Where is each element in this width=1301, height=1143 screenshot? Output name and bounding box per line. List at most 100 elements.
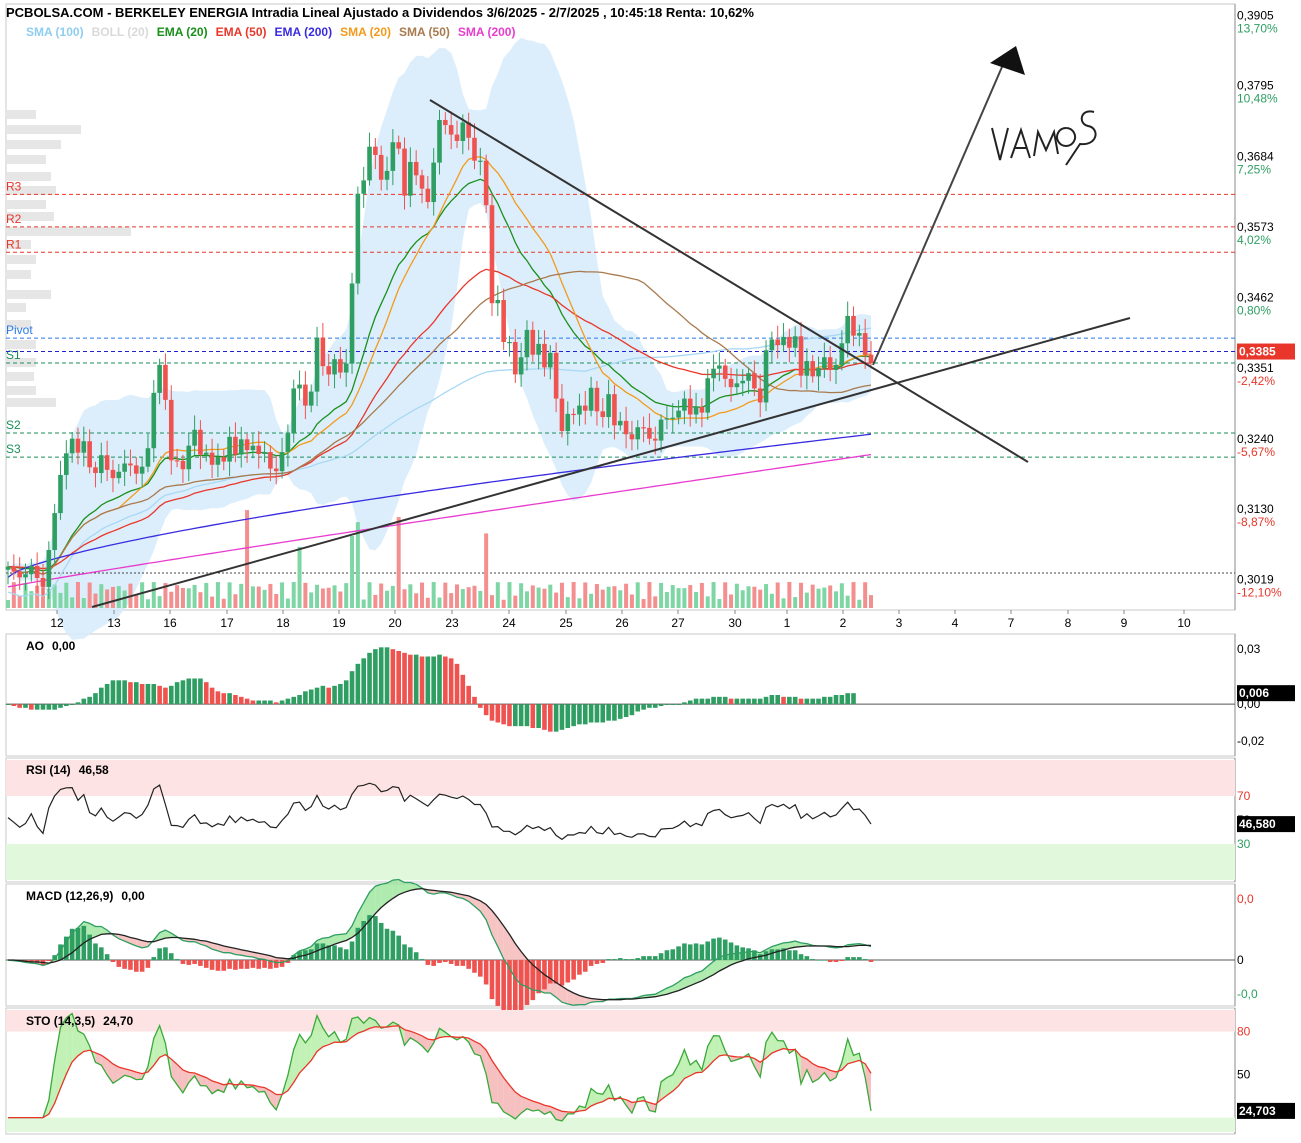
rsi-y-tick: 70 — [1237, 789, 1251, 803]
sto-last-badge — [1237, 1102, 1295, 1119]
volume-bar — [775, 582, 780, 608]
macd-y-tick: 0,0 — [1237, 892, 1254, 906]
candle-body — [635, 427, 641, 440]
ao-bar — [693, 698, 699, 705]
macd-hist-bar — [746, 948, 751, 961]
ao-bar — [34, 704, 40, 710]
ao-bar — [285, 698, 291, 705]
x-tick-label: 9 — [1121, 616, 1128, 630]
sto-fill — [60, 1017, 67, 1089]
volume-bar — [764, 584, 769, 608]
volume-bar — [816, 588, 821, 608]
volume-bar — [799, 582, 804, 608]
macd-hist-bar — [390, 930, 396, 961]
volume-bar — [513, 595, 518, 608]
ao-bar — [454, 663, 460, 705]
ao-bar — [798, 698, 804, 705]
sto-fill — [806, 1059, 813, 1083]
candle-body — [728, 378, 734, 388]
ao-bar — [582, 704, 588, 725]
volume-bar — [40, 587, 45, 608]
sto-fill — [824, 1067, 831, 1081]
volume-bar — [530, 585, 535, 608]
macd-hist-bar — [711, 938, 716, 961]
ao-y-tick: 0,03 — [1237, 642, 1261, 656]
macd-hist-bar — [285, 960, 291, 963]
candle-body — [594, 387, 600, 412]
target-arrow-line — [872, 59, 1006, 366]
volume-bar — [361, 599, 366, 608]
ao-bar — [612, 704, 617, 721]
ao-bar — [273, 702, 279, 705]
volume-bar — [519, 583, 524, 608]
macd-hist-bar — [443, 960, 448, 962]
ao-bar — [133, 682, 139, 705]
macd-hist-bar — [58, 944, 63, 961]
sto-fill — [101, 1055, 108, 1075]
volume-bar — [250, 586, 255, 608]
candle-body — [17, 571, 22, 578]
volume-bar — [303, 582, 308, 608]
candle-body — [664, 418, 670, 420]
ao-bar — [845, 693, 850, 705]
volume-bar — [87, 582, 92, 608]
ao-bar — [5, 704, 11, 705]
macd-hist-bar — [273, 960, 279, 968]
candle-body — [198, 429, 203, 455]
macd-hist-bar — [448, 960, 454, 964]
volume-bar — [618, 590, 623, 608]
volume-bar — [367, 582, 372, 608]
y-tick-pct: -8,87% — [1237, 515, 1275, 529]
ao-bar — [425, 656, 431, 705]
candle-body — [69, 438, 75, 454]
sto-fill — [352, 1017, 358, 1038]
candle-body — [472, 137, 477, 161]
candle-body — [326, 366, 332, 375]
volume-bar — [285, 598, 290, 608]
volume-bar — [163, 583, 168, 608]
sto-fill — [801, 1056, 807, 1084]
volume-bar — [110, 586, 115, 608]
ao-bar — [291, 696, 297, 705]
volume-bar — [350, 535, 355, 608]
candle-body — [757, 388, 763, 403]
macd-hist-bar — [133, 960, 139, 972]
macd-hist-bar — [565, 960, 571, 983]
volume-bar — [210, 596, 215, 608]
rsi-last-badge — [1237, 816, 1295, 833]
macd-hist-bar — [215, 960, 221, 971]
volume-bar — [863, 582, 868, 608]
macd-hist-bar — [524, 960, 530, 1005]
ao-bar — [553, 704, 559, 732]
ao-bar — [17, 704, 22, 708]
macd-hist-bar — [122, 960, 127, 969]
volume-bar — [723, 582, 728, 608]
macd-hist-bar — [705, 941, 711, 961]
macd-hist-bar — [635, 958, 641, 961]
volume-bar — [437, 597, 442, 608]
ao-bar — [116, 680, 122, 705]
sto-fill — [731, 1056, 737, 1062]
ao-bar — [588, 704, 594, 723]
macd-fill — [217, 944, 224, 953]
volume-bar — [688, 585, 693, 608]
macd-y-tick: -0,0 — [1237, 987, 1258, 1001]
sto-fill — [404, 1029, 411, 1046]
ao-bar — [635, 704, 641, 712]
candle-body — [314, 337, 320, 392]
macd-fill — [328, 935, 335, 947]
sto-fill — [591, 1088, 597, 1107]
candle-body — [413, 161, 419, 176]
candle-body — [34, 565, 40, 579]
volume-bar — [507, 582, 512, 608]
ao-bar — [489, 704, 495, 721]
sto-fill — [812, 1063, 819, 1083]
ao-bar — [617, 704, 623, 719]
macd-hist-bar — [647, 956, 652, 961]
ao-bar — [822, 696, 827, 705]
pivot-label: S3 — [6, 442, 21, 456]
ao-bar — [180, 680, 186, 705]
candle-body — [139, 466, 145, 474]
ao-bar — [250, 700, 256, 705]
ao-bar — [851, 693, 856, 705]
